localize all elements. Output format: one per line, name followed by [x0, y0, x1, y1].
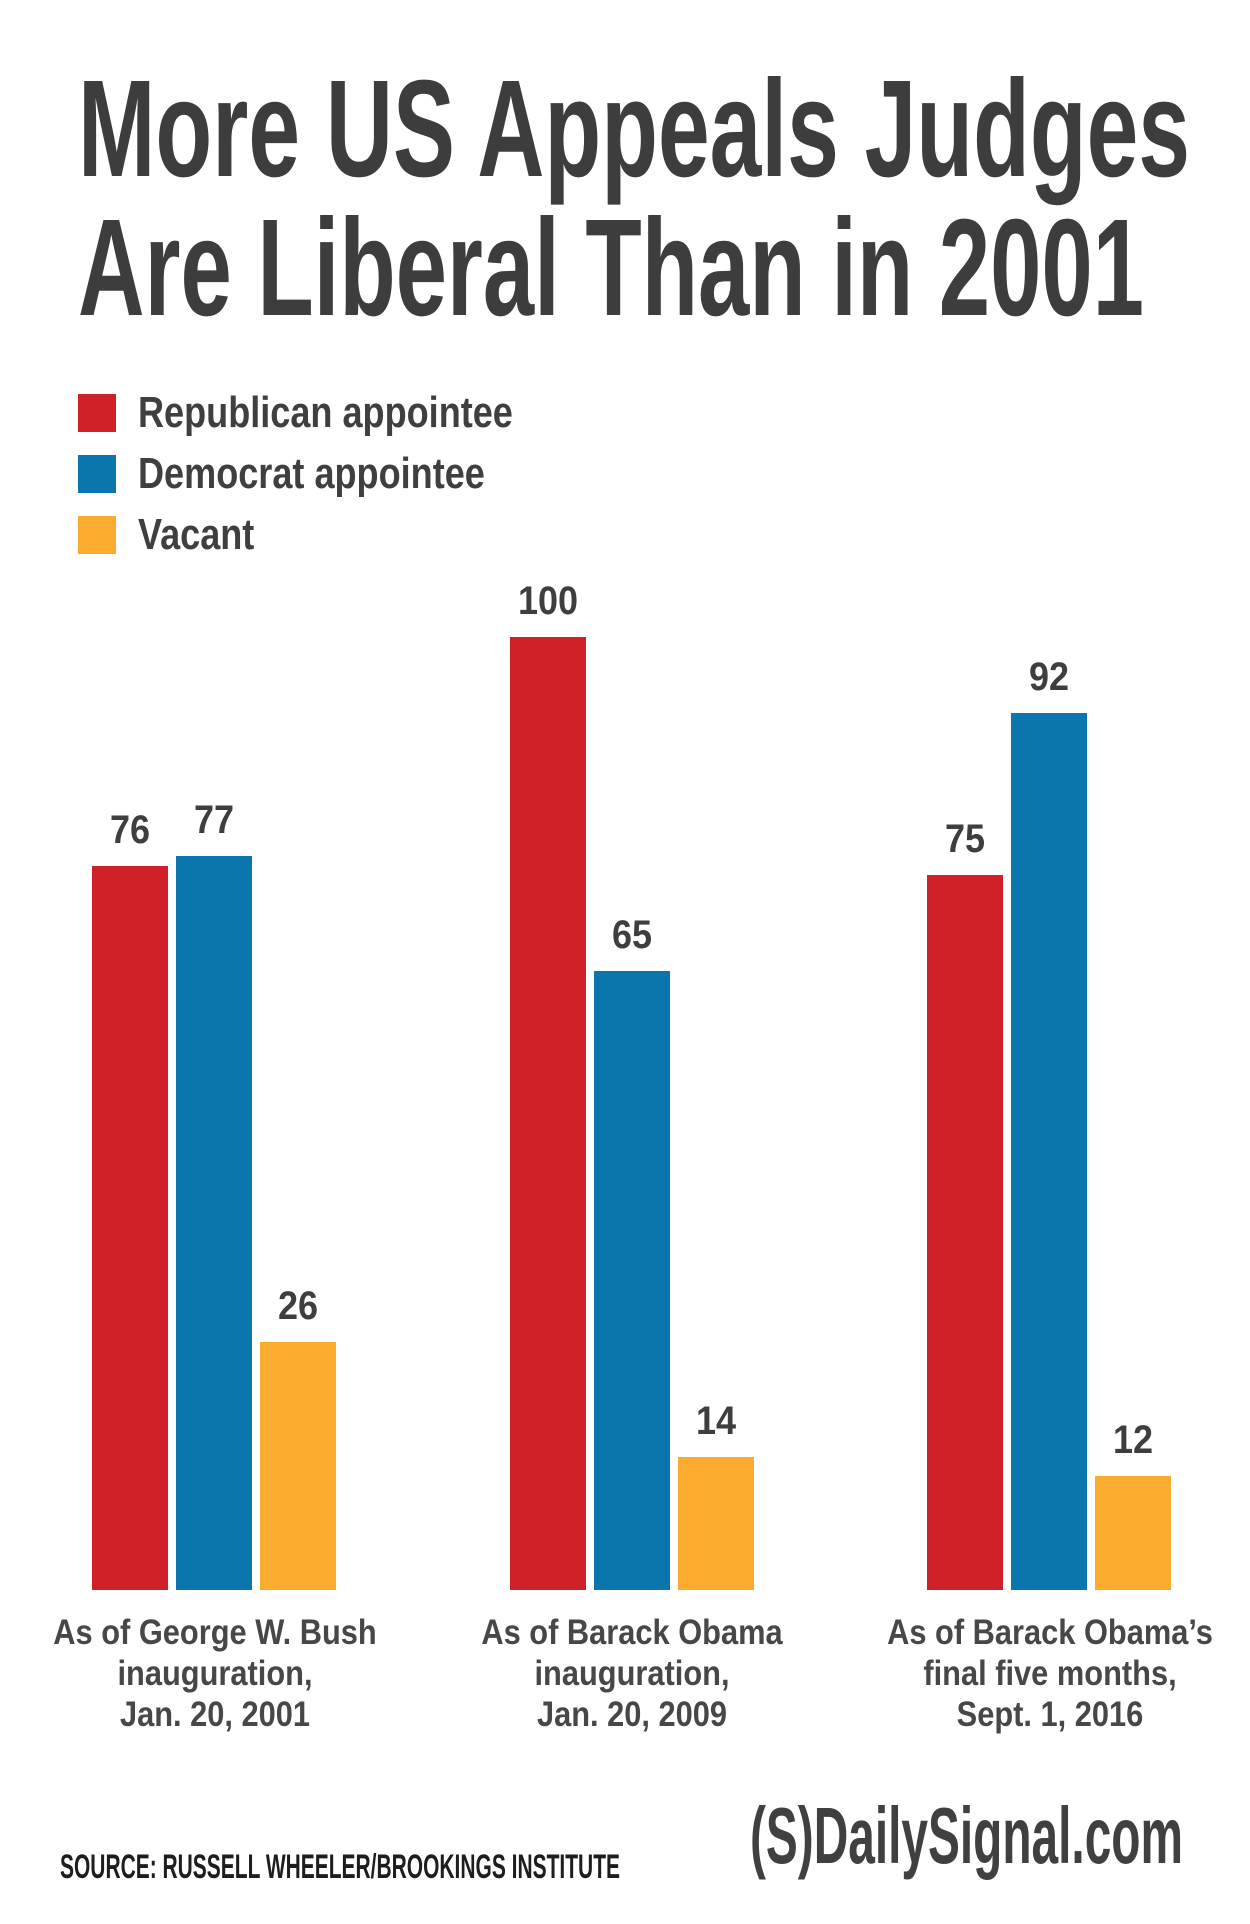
bar-democrat-group-1: [176, 856, 252, 1590]
bar-republican-group-2: [510, 637, 586, 1590]
legend-label-democrat: Democrat appointee: [138, 449, 485, 498]
category-label-line: Jan. 20, 2009: [536, 1695, 728, 1734]
category-label-line: inauguration,: [117, 1654, 313, 1693]
category-label-line: Sept. 1, 2016: [956, 1695, 1144, 1734]
value-label-democrat-group-2: 65: [611, 913, 653, 957]
legend-swatch-vacant-icon: [78, 516, 116, 554]
value-label-vacant-group-2: 14: [695, 1399, 737, 1443]
value-label-democrat-group-3: 92: [1028, 655, 1070, 699]
value-label-democrat-group-1: 77: [193, 798, 235, 842]
chart-title-line-1: More US Appeals Judges: [78, 52, 1190, 206]
category-label-bush-2001: As of George W. Bush inauguration, Jan. …: [30, 1612, 400, 1735]
legend-label-vacant: Vacant: [138, 510, 255, 559]
source-credit: SOURCE: RUSSELL WHEELER/BROOKINGS INSTIT…: [60, 1848, 620, 1886]
legend-label-republican: Republican appointee: [138, 388, 513, 437]
category-label-obama-2009: As of Barack Obama inauguration, Jan. 20…: [447, 1612, 817, 1735]
category-label-line: As of Barack Obama: [481, 1613, 783, 1652]
category-label-line: final five months,: [923, 1654, 1177, 1693]
category-label-obama-2016: As of Barack Obama’s final five months, …: [865, 1612, 1235, 1735]
bar-vacant-group-3: [1095, 1476, 1171, 1590]
bar-democrat-group-3: [1011, 713, 1087, 1590]
legend-swatch-democrat-icon: [78, 455, 116, 493]
category-label-line: As of George W. Bush: [53, 1613, 377, 1652]
bar-republican-group-1: [92, 866, 168, 1590]
category-label-line: inauguration,: [534, 1654, 730, 1693]
value-label-republican-group-3: 75: [944, 817, 986, 861]
bar-democrat-group-2: [594, 971, 670, 1590]
bar-republican-group-3: [927, 875, 1003, 1590]
chart-title-line-2: Are Liberal Than in 2001: [78, 191, 1144, 345]
legend-row-vacant: Vacant: [78, 510, 595, 559]
bar-vacant-group-2: [678, 1457, 754, 1590]
category-label-line: Jan. 20, 2001: [119, 1695, 311, 1734]
value-label-vacant-group-1: 26: [277, 1284, 319, 1328]
legend: Republican appointee Democrat appointee …: [78, 388, 595, 577]
value-label-vacant-group-3: 12: [1112, 1418, 1154, 1462]
legend-row-democrat: Democrat appointee: [78, 449, 595, 498]
value-label-republican-group-1: 76: [109, 808, 151, 852]
bar-vacant-group-1: [260, 1342, 336, 1590]
category-label-line: As of Barack Obama’s: [887, 1613, 1213, 1652]
value-label-republican-group-2: 100: [517, 579, 579, 623]
legend-row-republican: Republican appointee: [78, 388, 595, 437]
daily-signal-logo: (S)DailySignal.com: [750, 1791, 1183, 1880]
legend-swatch-republican-icon: [78, 394, 116, 432]
